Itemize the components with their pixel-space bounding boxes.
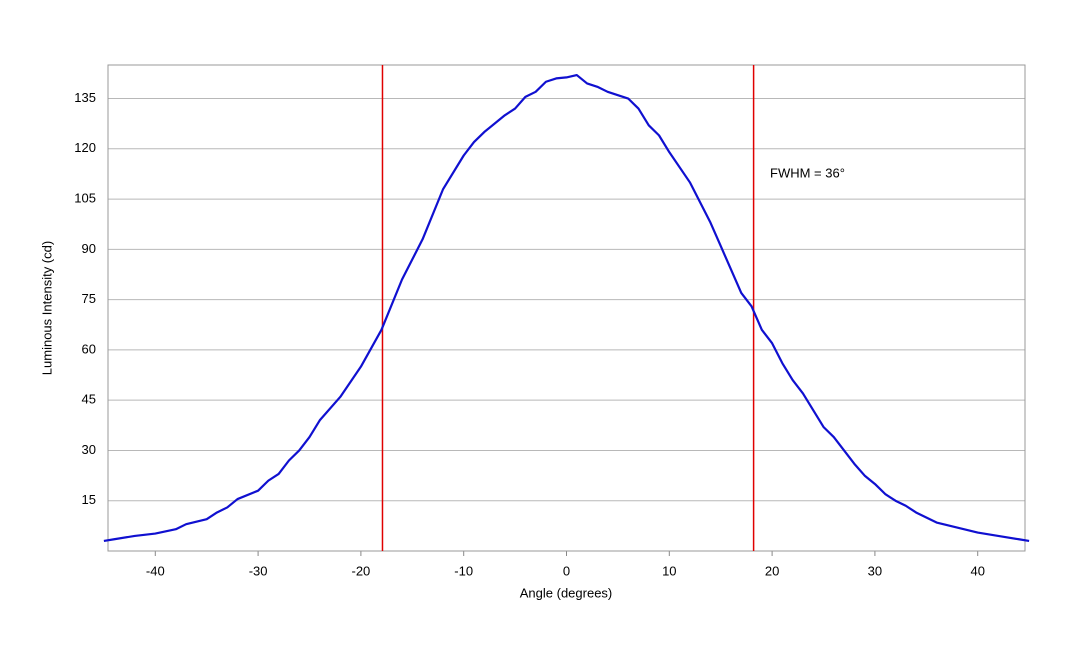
y-tick-label: 105 <box>74 191 96 206</box>
y-tick-label: 90 <box>82 241 96 256</box>
x-tick-label: -30 <box>249 563 268 578</box>
annotation: FWHM = 36° <box>770 165 845 180</box>
y-axis-label: Luminous Intensity (cd) <box>39 241 54 375</box>
y-tick-label: 135 <box>74 90 96 105</box>
plot-frame <box>107 64 1026 552</box>
y-tick-label: 120 <box>74 140 96 155</box>
y-tick-label: 45 <box>82 392 96 407</box>
x-tick-label: 30 <box>868 563 882 578</box>
x-tick-label: -10 <box>454 563 473 578</box>
x-tick-label: 20 <box>765 563 779 578</box>
x-tick-label: 0 <box>563 563 570 578</box>
y-tick-label: 75 <box>82 291 96 306</box>
x-tick-label: -20 <box>351 563 370 578</box>
data-line <box>103 73 1030 543</box>
x-tick-label: 10 <box>662 563 676 578</box>
y-tick-label: 30 <box>82 442 96 457</box>
y-tick-label: 15 <box>82 492 96 507</box>
x-axis-label: Angle (degrees) <box>520 585 613 600</box>
x-tick-label: 40 <box>970 563 984 578</box>
x-tick-label: -40 <box>146 563 165 578</box>
y-tick-label: 60 <box>82 341 96 356</box>
